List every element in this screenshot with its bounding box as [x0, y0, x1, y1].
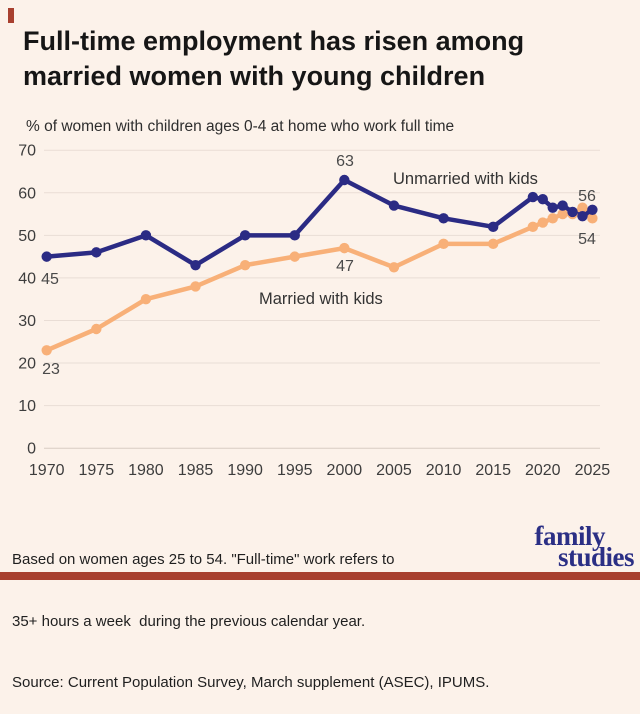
brand-bottom-bar: [0, 572, 640, 580]
x-tick-label: 2015: [475, 462, 511, 479]
x-tick-label: 2020: [525, 462, 561, 479]
series-line-married-with-kids: [44, 205, 595, 353]
data-point-married-with-kids: [140, 294, 152, 305]
value-annotation: 45: [41, 271, 59, 288]
data-point-unmarried-with-kids: [527, 191, 539, 203]
family-studies-logo: family studies: [534, 521, 635, 572]
data-point-unmarried-with-kids: [577, 210, 588, 222]
data-point-married-with-kids: [339, 242, 350, 254]
data-point-married-with-kids: [91, 323, 102, 335]
x-tick-label: 1990: [227, 462, 263, 479]
y-tick-label: 50: [18, 228, 36, 245]
data-point-married-with-kids: [587, 213, 598, 224]
data-point-unmarried-with-kids: [557, 200, 568, 211]
chart-title-line2: married women with young children: [23, 61, 486, 91]
data-point-married-with-kids: [557, 208, 568, 220]
logo-word-studies: studies: [557, 542, 635, 572]
data-point-married-with-kids: [438, 238, 449, 250]
value-annotation: 23: [42, 361, 60, 378]
footnote: Based on women ages 25 to 54. "Full-time…: [12, 509, 492, 714]
x-tick-label: 1975: [79, 462, 115, 479]
data-point-married-with-kids: [547, 213, 558, 224]
y-tick-label: 10: [18, 398, 36, 415]
data-point-unmarried-with-kids: [537, 193, 548, 205]
chart-title-line1: Full-time employment has risen among: [23, 26, 525, 56]
data-point-unmarried-with-kids: [567, 206, 578, 218]
data-point-unmarried-with-kids: [239, 230, 251, 241]
series-label: Unmarried with kids: [393, 170, 538, 188]
data-point-married-with-kids: [239, 259, 251, 271]
logo-word-family: family: [534, 521, 606, 551]
chart-subtitle: % of women with children ages 0-4 at hom…: [26, 118, 455, 135]
data-point-unmarried-with-kids: [388, 200, 400, 211]
data-point-married-with-kids: [537, 217, 548, 228]
x-tick-label: 2005: [376, 462, 412, 479]
data-point-married-with-kids: [41, 345, 52, 356]
x-tick-label: 1995: [277, 462, 313, 479]
data-point-unmarried-with-kids: [91, 247, 102, 258]
footnote-line2: 35+ hours a week during the previous cal…: [12, 612, 366, 630]
y-tick-label: 60: [18, 185, 36, 202]
y-tick-label: 30: [18, 313, 36, 330]
data-point-unmarried-with-kids: [487, 221, 499, 233]
data-point-married-with-kids: [190, 281, 201, 292]
data-point-married-with-kids: [527, 221, 539, 233]
data-point-unmarried-with-kids: [587, 204, 598, 215]
x-tick-label: 1985: [178, 462, 214, 479]
footnote-line3: Source: Current Population Survey, March…: [12, 674, 490, 691]
data-point-unmarried-with-kids: [41, 251, 52, 262]
chart-canvas: 0 10 20 30 40 50 60 70 1970 1975 1980 1985 1990 1995 2…: [18, 143, 611, 479]
data-point-unmarried-with-kids: [438, 213, 449, 224]
data-point-married-with-kids: [289, 251, 300, 262]
value-annotation: 47: [336, 258, 354, 275]
data-point-unmarried-with-kids: [140, 230, 152, 241]
value-annotation: 56: [578, 188, 596, 205]
data-point-unmarried-with-kids: [547, 202, 558, 213]
chart-title: Full-time employment has risen among mar…: [23, 24, 603, 94]
data-point-unmarried-with-kids: [190, 259, 201, 271]
x-tick-label: 2000: [327, 462, 363, 479]
footnote-line1: Based on women ages 25 to 54. "Full-time…: [12, 551, 395, 568]
brand-accent-dash: [8, 8, 14, 23]
data-point-unmarried-with-kids: [339, 174, 350, 186]
value-annotation: 54: [578, 231, 596, 248]
x-tick-label: 2010: [426, 462, 462, 479]
y-tick-label: 0: [27, 441, 36, 458]
x-tick-label: 1980: [128, 462, 164, 479]
line-chart: 0 10 20 30 40 50 60 70 1970 1975 1980 1985 1990 1995 2…: [18, 143, 611, 479]
y-tick-label: 70: [18, 143, 36, 160]
data-point-unmarried-with-kids: [289, 230, 300, 241]
data-point-married-with-kids: [577, 202, 588, 213]
x-tick-label: 1970: [29, 462, 65, 479]
y-tick-label: 40: [18, 270, 36, 287]
series-label: Married with kids: [259, 290, 383, 308]
value-annotation: 63: [336, 153, 354, 170]
data-point-married-with-kids: [388, 262, 400, 273]
y-tick-label: 20: [18, 356, 36, 373]
data-point-married-with-kids: [487, 238, 499, 250]
x-tick-label: 2025: [575, 462, 611, 479]
